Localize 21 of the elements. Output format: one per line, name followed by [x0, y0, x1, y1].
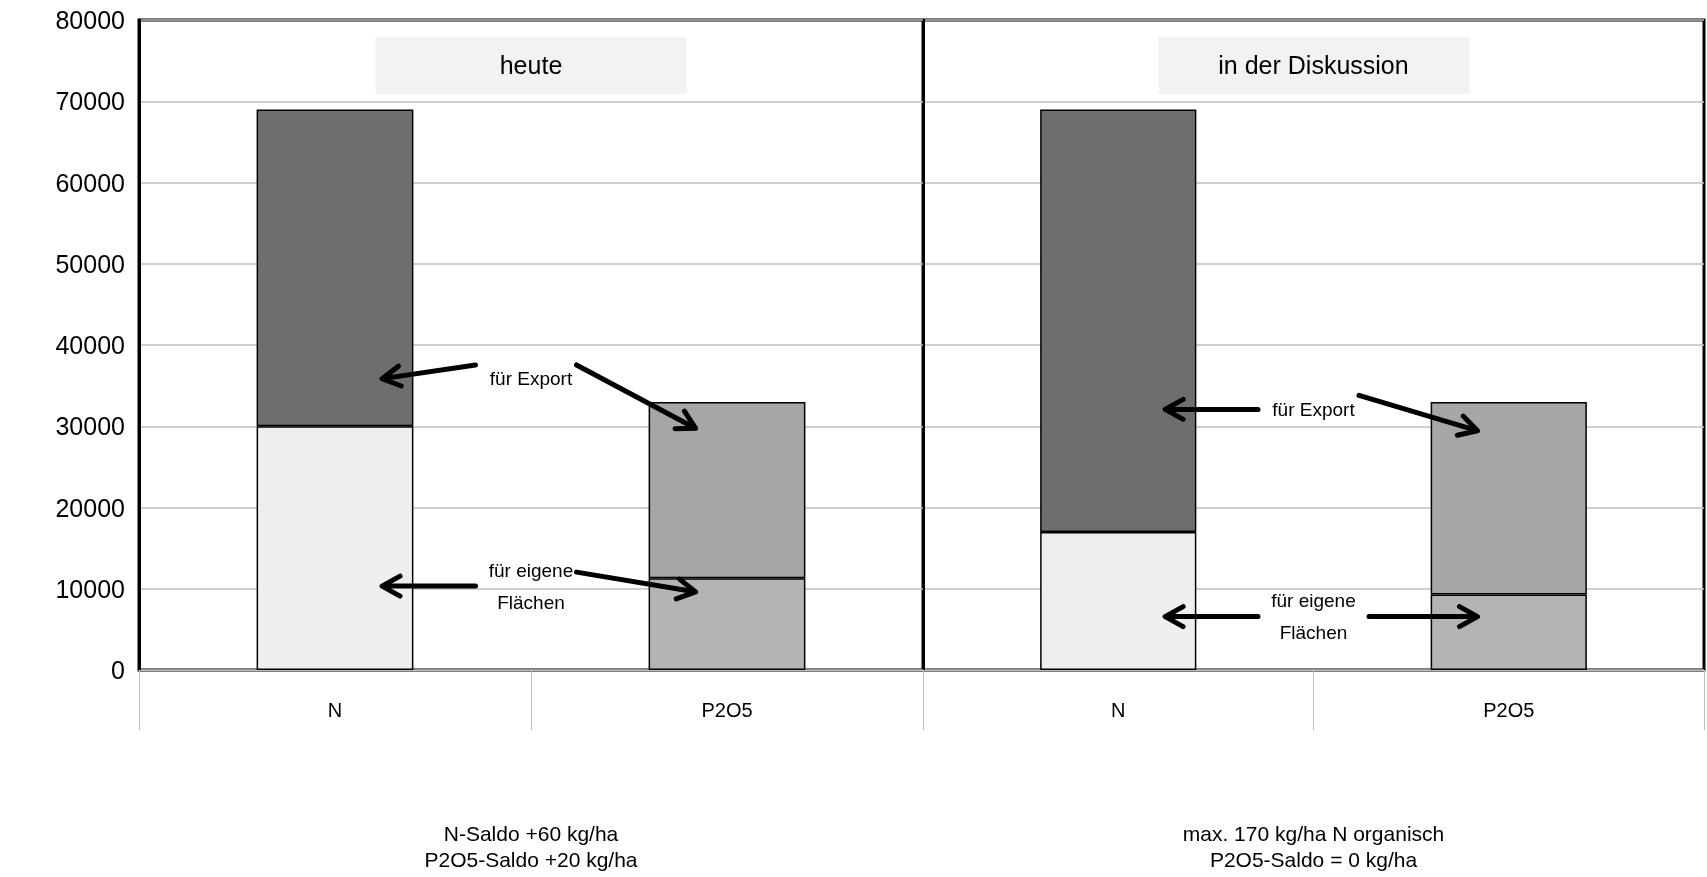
label-box: heute	[375, 37, 687, 94]
x-tick-label: N	[327, 699, 343, 721]
y-tick-label: 60000	[55, 168, 125, 197]
y-tick-label: 40000	[55, 331, 125, 359]
x-tick-label: P2O5	[1483, 699, 1535, 721]
y-tick-label: 50000	[55, 249, 125, 278]
y-tick-label: 80000	[55, 6, 125, 34]
label-box: in der Diskussion	[1158, 37, 1469, 94]
x-axis-title: max. 170 kg/ha N organisch P2O5-Saldo = 0 kg/ha	[1182, 821, 1445, 871]
y-tick-label: 10000	[55, 574, 125, 603]
x-tick-label: N	[1111, 699, 1126, 721]
y-tick-label: 20000	[55, 493, 125, 522]
annotation: für eigene Flächen	[1271, 590, 1356, 644]
annotation: für eigene Flächen	[488, 559, 574, 613]
y-tick-label: 30000	[55, 412, 125, 441]
annotation: für Export	[489, 368, 573, 390]
x-axis-title: N-Saldo +60 kg/ha P2O5-Saldo +20 kg/ha	[424, 821, 638, 871]
annotation: für Export	[1272, 398, 1356, 420]
y-tick-label: 70000	[55, 87, 125, 116]
x-tick-label: P2O5	[701, 699, 753, 721]
y-tick-label: 0	[111, 656, 125, 684]
